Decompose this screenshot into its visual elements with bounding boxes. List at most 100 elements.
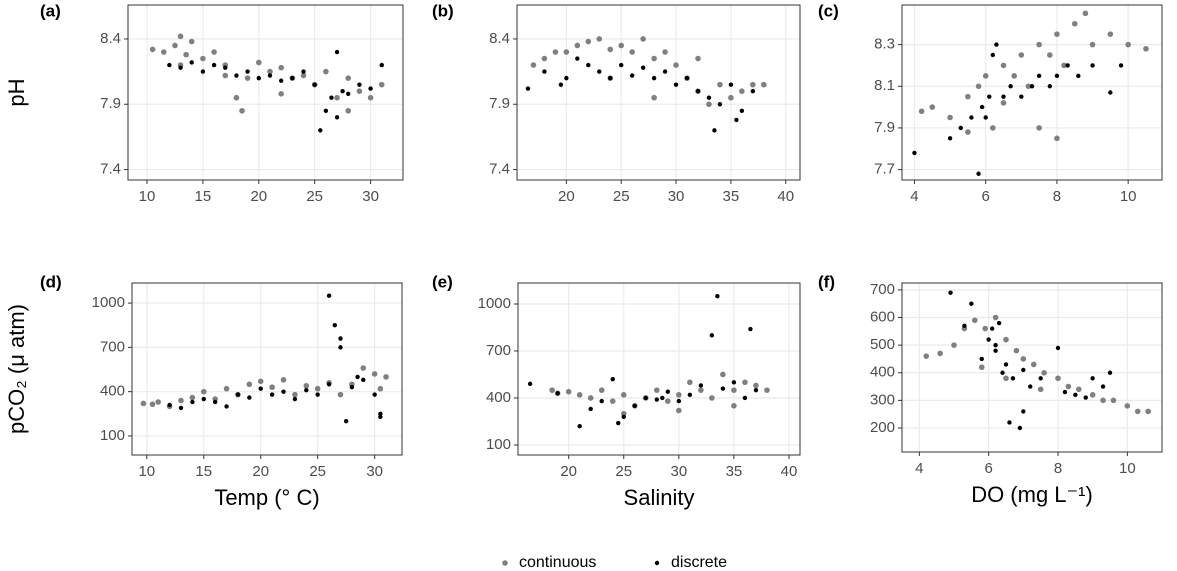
point (1090, 376, 1095, 381)
point (340, 88, 345, 94)
point (1054, 73, 1060, 79)
point (728, 94, 734, 101)
y-axis-title: pH (4, 78, 29, 106)
point (629, 73, 635, 78)
point (256, 75, 261, 81)
point (734, 117, 739, 123)
point (371, 371, 378, 377)
point (653, 387, 660, 393)
point (247, 395, 252, 400)
x-tick-label: 15 (195, 188, 212, 205)
point (323, 68, 329, 75)
y-tick-label: 300 (870, 391, 895, 408)
point (178, 397, 184, 404)
x-tick-label: 30 (362, 188, 379, 205)
point (345, 107, 352, 114)
point (167, 62, 172, 68)
point (990, 52, 996, 58)
point (651, 75, 657, 81)
point (189, 60, 194, 65)
x-axis-title: Temp (° C) (214, 485, 319, 510)
y-tick-label: 400 (100, 383, 125, 400)
point (1028, 384, 1033, 389)
point (1100, 384, 1106, 389)
point (587, 395, 594, 401)
point (269, 392, 275, 397)
point (651, 94, 657, 101)
point (345, 75, 352, 81)
point (190, 399, 195, 405)
point (1082, 10, 1089, 17)
point (183, 51, 189, 58)
point (948, 290, 953, 295)
point (616, 420, 621, 426)
point (140, 400, 147, 407)
y-tick-label: 700 (870, 281, 895, 298)
point (742, 395, 748, 401)
y-tick-label: 400 (870, 364, 895, 381)
panel-background (902, 283, 1162, 452)
panel-label: (a) (40, 1, 61, 20)
point (303, 382, 310, 389)
point (211, 49, 217, 55)
point (542, 69, 547, 74)
point (1107, 31, 1114, 37)
point (355, 374, 360, 380)
point (149, 401, 156, 408)
point (278, 64, 284, 71)
point (731, 380, 737, 385)
point (552, 49, 559, 55)
legend-marker (654, 560, 660, 566)
point (588, 406, 593, 412)
point (596, 36, 603, 42)
point (1090, 63, 1095, 68)
panel-label: (f) (818, 272, 835, 291)
point (1076, 73, 1081, 79)
x-tick-label: 20 (558, 188, 575, 205)
point (346, 91, 351, 97)
point (292, 396, 298, 402)
point (1054, 135, 1060, 142)
point (1003, 336, 1009, 343)
point (687, 379, 693, 386)
point (665, 389, 671, 394)
point (992, 314, 999, 321)
point (947, 136, 953, 141)
point (1065, 383, 1072, 390)
point (662, 49, 668, 55)
x-tick-label: 30 (366, 463, 383, 480)
point (201, 396, 206, 402)
point (301, 69, 306, 74)
point (224, 404, 229, 409)
point (621, 414, 626, 419)
point (1118, 63, 1124, 68)
point (527, 381, 533, 387)
point (1124, 403, 1131, 409)
panel-border (517, 282, 801, 456)
point (1108, 90, 1113, 95)
point (349, 385, 355, 390)
y-tick-label: 7.9 (874, 119, 895, 136)
y-tick-label: 200 (870, 419, 895, 436)
point (290, 75, 295, 81)
x-tick-label: 4 (915, 460, 923, 477)
point (712, 128, 717, 133)
point (990, 125, 996, 131)
point (597, 69, 602, 74)
y-tick-label: 100 (486, 436, 511, 453)
x-tick-label: 4 (910, 188, 918, 205)
x-tick-label: 15 (195, 463, 212, 480)
x-tick-label: 10 (1120, 188, 1137, 205)
point (728, 82, 734, 87)
point (632, 403, 637, 409)
point (244, 75, 251, 81)
point (1036, 125, 1042, 131)
point (662, 69, 668, 74)
point (239, 107, 245, 114)
point (750, 88, 756, 94)
point (326, 293, 332, 298)
point (334, 94, 340, 101)
y-tick-label: 100 (100, 427, 125, 444)
x-tick-label: 10 (1119, 460, 1136, 477)
